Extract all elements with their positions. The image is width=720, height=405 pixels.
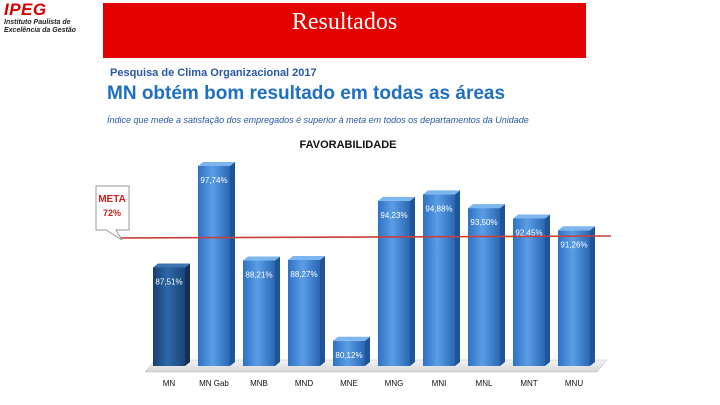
bar-top xyxy=(153,263,190,268)
bar-MN Gab: 97,74% xyxy=(198,162,235,366)
bar-front xyxy=(558,230,590,366)
data-label: 93,50% xyxy=(470,218,497,227)
bar-top xyxy=(198,162,235,166)
category-label: MNG xyxy=(385,379,404,388)
bar-side xyxy=(455,190,460,366)
data-label: 80,12% xyxy=(335,351,362,360)
bar-MNE: 80,12% xyxy=(333,336,370,366)
bar-top xyxy=(513,214,550,219)
ipeg-logo: IPEG Instituto Paulista de Excelência da… xyxy=(3,0,91,36)
data-label: 88,27% xyxy=(290,270,317,279)
bar-MNU: 91,26% xyxy=(558,226,595,366)
meta-callout-box xyxy=(95,185,130,241)
bar-top xyxy=(378,196,415,201)
bar-MNT: 92,45% xyxy=(513,214,550,366)
bar-front xyxy=(333,340,365,366)
bar-top xyxy=(333,336,370,341)
category-label: MNB xyxy=(250,379,268,388)
bar-front xyxy=(468,208,500,366)
bar-top xyxy=(468,204,505,209)
category-label: MNT xyxy=(520,379,537,388)
bar-top xyxy=(288,255,325,260)
bar-front xyxy=(243,260,275,366)
bar-front xyxy=(153,267,185,366)
bar-MN: 87,51% xyxy=(153,263,190,366)
data-label: 94,88% xyxy=(425,204,452,213)
bar-top xyxy=(558,226,595,231)
data-label: 94,23% xyxy=(380,211,407,220)
category-label: MNE xyxy=(340,379,358,388)
bar-top xyxy=(243,256,280,261)
bar-side xyxy=(590,226,595,366)
logo-tagline-1: Instituto Paulista de xyxy=(4,19,71,26)
logo-name: IPEG xyxy=(4,0,47,19)
data-label: 97,74% xyxy=(200,176,227,185)
bar-side xyxy=(230,162,235,366)
bar-MND: 88,27% xyxy=(288,255,325,366)
category-label: MNU xyxy=(565,379,583,388)
bar-MNB: 88,21% xyxy=(243,256,280,366)
bar-side xyxy=(320,255,325,366)
bar-side xyxy=(500,204,505,366)
category-label: MN Gab xyxy=(199,379,229,388)
category-label: MNL xyxy=(476,379,493,388)
bar-front xyxy=(513,218,545,366)
bars-group: 87,51% 97,74% 88,21% 88,27% 80,12% 94,23% 94,8… xyxy=(153,162,595,366)
data-label: 91,26% xyxy=(560,240,587,249)
data-label: 87,51% xyxy=(155,277,182,286)
bar-side xyxy=(410,196,415,366)
meta-callout: META 72% xyxy=(95,185,130,241)
bar-front xyxy=(288,259,320,366)
data-label: 92,45% xyxy=(515,228,542,237)
category-label: MN xyxy=(163,379,176,388)
category-labels: MN MN Gab MNB MND MNE MNG MNI MNL MNT MNU xyxy=(163,379,584,388)
bar-front xyxy=(378,200,410,366)
bar-side xyxy=(185,263,190,366)
bar-MNL: 93,50% xyxy=(468,204,505,366)
bar-side xyxy=(365,336,370,366)
headline: MN obtém bom resultado em todas as áreas xyxy=(107,83,506,104)
category-label: MND xyxy=(295,379,313,388)
meta-line xyxy=(118,235,612,239)
title-banner: Resultados xyxy=(103,3,586,58)
bar-front xyxy=(198,166,230,366)
bar-MNI: 94,88% xyxy=(423,190,460,366)
data-label: 88,21% xyxy=(245,271,272,280)
subheadline: Índice que mede a satisfação dos emprega… xyxy=(107,115,529,125)
bar-front xyxy=(423,194,455,366)
chart-title: FAVORABILIDADE xyxy=(300,139,397,151)
category-label: MNI xyxy=(432,379,447,388)
meta-value: 72% xyxy=(103,208,121,218)
bar-top xyxy=(423,190,460,195)
bar-MNG: 94,23% xyxy=(378,196,415,366)
logo-tagline-2: Excelência da Gestão xyxy=(4,27,76,34)
bar-side xyxy=(545,214,550,366)
meta-label: META xyxy=(98,194,126,205)
bar-side xyxy=(275,256,280,366)
page-title: Resultados xyxy=(291,9,398,35)
survey-label: Pesquisa de Clima Organizacional 2017 xyxy=(110,67,317,79)
